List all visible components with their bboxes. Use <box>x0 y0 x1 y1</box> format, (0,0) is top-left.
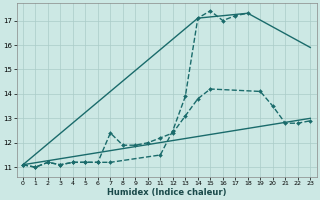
X-axis label: Humidex (Indice chaleur): Humidex (Indice chaleur) <box>107 188 226 197</box>
